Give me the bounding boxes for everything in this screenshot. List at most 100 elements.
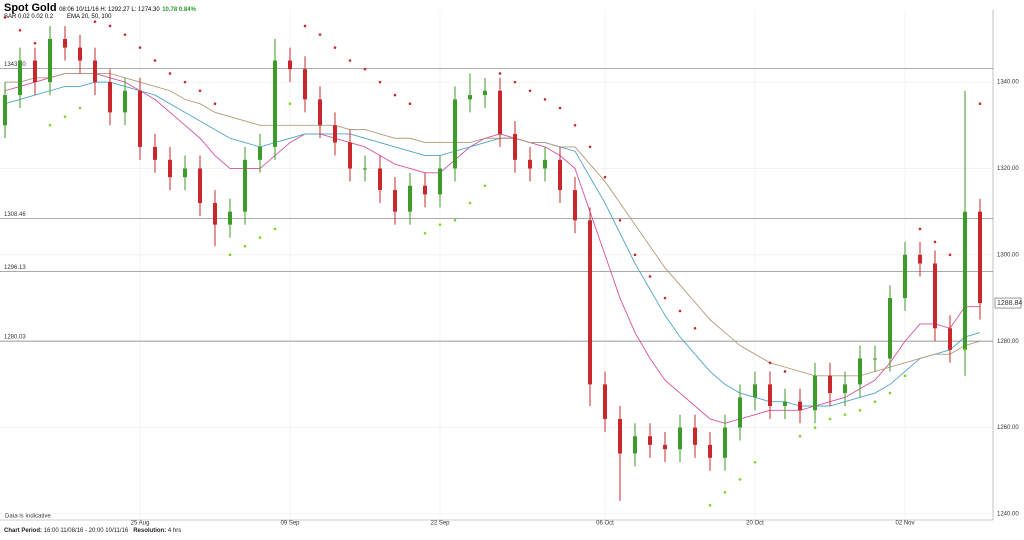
sar-label: SAR 0.02 0.02 0.2	[4, 14, 54, 20]
sar-dot	[93, 20, 97, 23]
candle-body	[423, 185, 427, 195]
sar-dot	[633, 253, 637, 257]
candle-body	[393, 190, 397, 212]
candle-body	[183, 168, 187, 178]
candle-body	[693, 427, 697, 445]
x-tick-label: 06 Oct	[596, 521, 614, 527]
sar-dot	[888, 391, 892, 395]
candle-body	[618, 418, 622, 454]
x-tick-label: 20 Oct	[746, 521, 764, 527]
candle-body	[678, 427, 682, 450]
sar-dot	[543, 98, 547, 101]
level-label: 1308.46	[4, 212, 26, 218]
candle-body	[228, 211, 232, 225]
change: 10.78 0.84%	[162, 7, 196, 13]
sar-dot	[3, 16, 7, 19]
ema-line	[4, 73, 980, 424]
candle-body	[333, 125, 337, 143]
candle-body	[168, 159, 172, 178]
header: Spot Gold 08:06 10/11/16 H: 1292.27 L: 1…	[4, 2, 196, 20]
candle-body	[588, 220, 592, 385]
candle-body	[813, 375, 817, 411]
sar-dot	[168, 72, 172, 75]
sar-dot	[78, 106, 82, 110]
resolution-label: Resolution:	[133, 528, 167, 534]
sar-dot	[963, 348, 967, 352]
ema-label: EMA 20, 50, 100	[67, 14, 112, 20]
sar-dot	[138, 46, 142, 49]
candle-body	[738, 397, 742, 428]
y-tick-label: 1340.00	[997, 80, 1019, 86]
sar-dot	[783, 370, 787, 373]
candle-body	[708, 444, 712, 458]
sar-dot	[573, 124, 577, 127]
period-label: Chart Period:	[4, 528, 43, 534]
candle-body	[528, 159, 532, 169]
price-tag	[994, 297, 1022, 309]
candle-body	[633, 436, 637, 454]
sar-dot	[423, 231, 427, 235]
candle-body	[3, 95, 7, 126]
candle-body	[918, 254, 922, 264]
sar-dot	[513, 80, 517, 84]
sar-dot	[858, 409, 862, 412]
period: 16:00 11/08/16 - 20:00 10/11/16	[43, 528, 129, 534]
quote: 08:06 10/11/16 H: 1292.27 L: 1274.30	[59, 7, 160, 13]
sar-dot	[843, 413, 847, 416]
sar-dot	[468, 201, 472, 205]
sar-dot	[903, 374, 907, 378]
candle-body	[783, 401, 787, 406]
candle-body	[303, 69, 307, 100]
sar-dot	[258, 236, 262, 239]
price-tag-label: 1288.84	[997, 300, 1022, 307]
candle-body	[153, 146, 157, 160]
x-tick-label: 22 Sep	[430, 521, 450, 527]
sar-dot	[243, 244, 247, 248]
x-tick-label: 25 Aug	[131, 521, 150, 527]
candle-body	[513, 133, 517, 160]
candle-body	[963, 211, 967, 350]
candle-body	[318, 99, 322, 126]
candle-body	[288, 60, 292, 70]
sar-dot	[498, 72, 502, 75]
sar-dot	[48, 124, 52, 127]
candle-body	[483, 90, 487, 96]
sar-dot	[453, 219, 457, 222]
candle-body	[243, 159, 247, 212]
level-label: 1296.13	[4, 265, 26, 271]
candle-body	[543, 159, 547, 169]
candle-body	[933, 263, 937, 329]
candle-body	[903, 254, 907, 299]
sar-dot	[663, 296, 667, 300]
sar-dot	[738, 478, 742, 481]
candle-body	[948, 328, 952, 350]
candle-body	[363, 168, 367, 170]
sar-dot	[828, 417, 832, 421]
sar-dot	[33, 41, 37, 45]
candle-body	[378, 168, 382, 191]
chart: Data is Indicative 1240.00 1260.00 1280.00…	[0, 10, 1022, 527]
sar-dot	[768, 361, 772, 365]
candle-body	[123, 90, 127, 113]
candle-body	[978, 211, 982, 304]
sar-dot	[153, 59, 157, 62]
candle-body	[468, 95, 472, 100]
sar-dot	[348, 59, 352, 62]
candle-body	[438, 168, 442, 195]
candle-body	[48, 38, 52, 83]
candle-body	[348, 142, 352, 169]
candle-body	[453, 99, 457, 169]
y-tick-label: 1300.00	[997, 252, 1019, 258]
sar-dot	[183, 80, 187, 84]
y-tick-label: 1320.00	[997, 166, 1019, 172]
sar-dot	[813, 426, 817, 429]
candle-body	[648, 436, 652, 445]
candle-body	[258, 146, 262, 160]
sar-dot	[918, 227, 922, 231]
sar-dot	[933, 240, 937, 244]
sar-dot	[333, 46, 337, 49]
y-tick-label: 1260.00	[997, 425, 1019, 431]
resolution: 4 hrs	[167, 528, 182, 534]
sar-dot	[528, 89, 532, 93]
